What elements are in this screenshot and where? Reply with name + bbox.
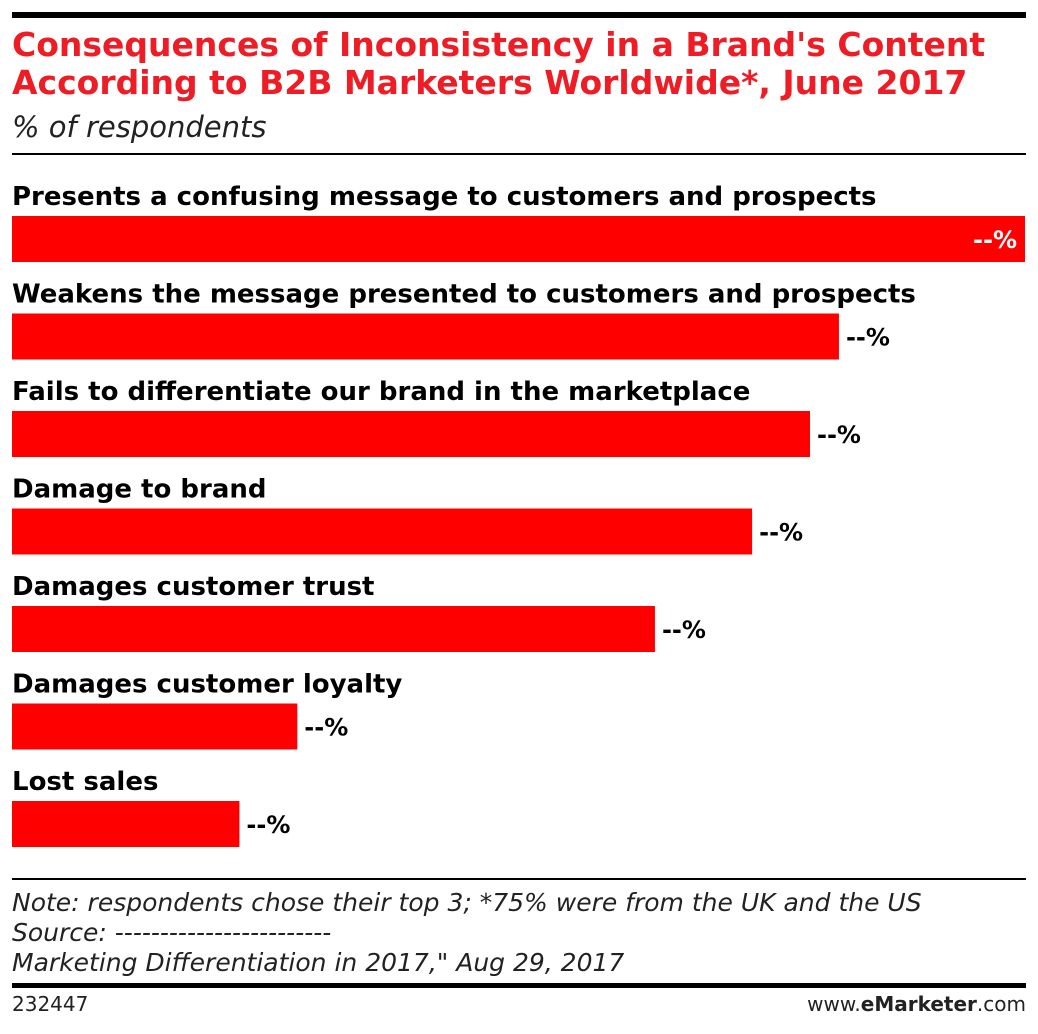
category-label: Fails to differentiate our brand in the … [12,377,750,407]
value-label: --% [246,811,290,839]
rule [12,153,1026,155]
chart-id: 232447 [12,992,88,1016]
category-label: Damages customer trust [12,572,375,602]
bar [12,216,1025,262]
bar [12,313,839,360]
rule [12,878,1026,880]
bottom-rule [12,983,1026,988]
note: Note: respondents chose their top 3; *75… [12,888,922,917]
value-label: --% [846,324,890,352]
source: Source: ------------------------ [12,918,331,947]
category-label: Presents a confusing message to customer… [12,182,877,212]
site: www.eMarketer.com [807,992,1026,1016]
value-label: --% [304,714,348,742]
category-label: Weakens the message presented to custome… [12,280,916,310]
category-label: Lost sales [12,767,158,797]
value-label: --% [973,226,1017,254]
category-label: Damage to brand [12,475,267,505]
value-label: --% [662,616,706,644]
bar [12,801,240,847]
chart-title: According to B2B Marketers Worldwide*, J… [12,63,967,102]
value-label: --% [759,519,803,547]
bar [12,508,753,555]
site-part: www. [807,992,861,1016]
chart-title: Consequences of Inconsistency in a Brand… [12,25,985,64]
category-label: Damages customer loyalty [12,670,402,700]
chart-subtitle: % of respondents [12,110,266,144]
top-rule [12,12,1026,18]
site-part: eMarketer [861,992,977,1016]
value-label: --% [817,421,861,449]
bar [12,606,655,652]
bar [12,411,810,457]
source: Marketing Differentiation in 2017," Aug … [12,948,624,977]
site-part: .com [977,992,1026,1016]
bar [12,703,298,750]
